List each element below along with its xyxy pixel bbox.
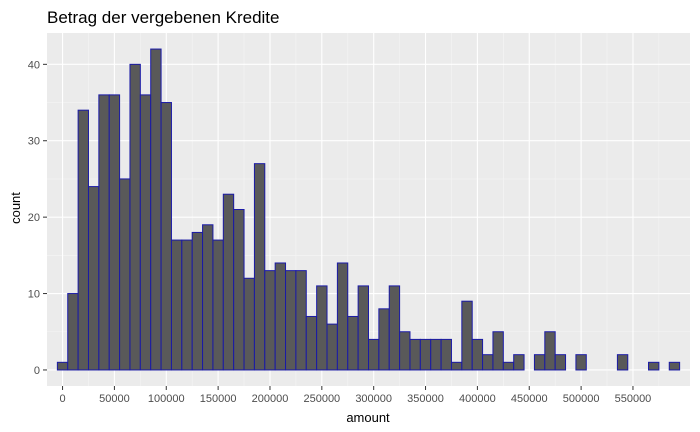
histogram-bar <box>129 63 141 371</box>
histogram-bar <box>430 338 442 371</box>
histogram-bar <box>533 354 546 371</box>
y-tick-label: 20 <box>28 212 40 224</box>
histogram-bar <box>170 239 183 371</box>
histogram-bar <box>253 163 266 371</box>
histogram-bar <box>274 262 287 371</box>
x-tick-label: 400000 <box>459 393 496 405</box>
histogram-bar <box>347 315 359 371</box>
histogram-bar <box>648 361 660 371</box>
y-axis: 0 10 20 30 40 <box>28 59 47 377</box>
histogram-bar <box>77 109 89 371</box>
histogram-bar <box>202 224 214 371</box>
histogram-bar <box>212 239 224 371</box>
histogram-bar <box>461 300 473 371</box>
histogram-bar <box>285 270 297 371</box>
x-tick-label: 250000 <box>303 393 340 405</box>
x-tick-label: 550000 <box>615 393 652 405</box>
histogram-bar <box>513 354 525 371</box>
histogram-bar <box>378 308 390 371</box>
y-tick-label: 0 <box>34 365 40 377</box>
histogram-bar <box>316 285 328 371</box>
histogram-bar <box>150 48 162 371</box>
histogram-bar <box>357 285 369 371</box>
histogram-bar <box>264 270 276 371</box>
x-axis-title: amount <box>346 410 390 425</box>
histogram-bar <box>368 338 380 371</box>
x-tick-label: 0 <box>59 393 65 405</box>
histogram-bar <box>554 354 567 371</box>
y-tick-label: 40 <box>28 59 40 71</box>
histogram-bar <box>575 354 587 371</box>
x-tick-label: 50000 <box>99 393 130 405</box>
x-tick-label: 100000 <box>148 393 185 405</box>
histogram-bar <box>295 270 307 371</box>
y-tick-label: 30 <box>28 136 40 148</box>
histogram-bar <box>160 102 172 371</box>
x-tick-label: 500000 <box>563 393 600 405</box>
chart-title: Betrag der vergebenen Kredite <box>47 8 280 27</box>
histogram-bar <box>305 315 318 371</box>
histogram-bar <box>181 239 193 371</box>
histogram-bar <box>67 293 79 371</box>
histogram-bar <box>87 186 100 371</box>
histogram-bar <box>222 193 235 371</box>
bars <box>56 48 681 371</box>
histogram-bar <box>482 354 494 371</box>
histogram-bar <box>233 209 245 371</box>
histogram-bar <box>492 331 504 371</box>
histogram-bar <box>502 361 515 371</box>
histogram-bar <box>616 354 629 371</box>
x-tick-label: 450000 <box>511 393 548 405</box>
histogram-bar <box>409 338 421 371</box>
histogram-bar <box>450 361 463 371</box>
x-axis: 0 50000 100000 150000 200000 250000 300000 3500… <box>59 386 651 405</box>
histogram-bar <box>119 178 131 371</box>
y-tick-label: 10 <box>28 289 40 301</box>
x-tick-label: 350000 <box>407 393 444 405</box>
y-axis-title: count <box>8 192 23 224</box>
histogram-bar <box>191 231 204 371</box>
x-tick-label: 150000 <box>200 393 237 405</box>
histogram-bar <box>471 338 484 371</box>
histogram-bar <box>243 277 255 371</box>
histogram-bar <box>108 94 121 371</box>
histogram-bar <box>139 94 152 371</box>
histogram-bar <box>98 94 110 371</box>
histogram-bar <box>326 323 338 371</box>
histogram-bar <box>399 331 411 371</box>
x-tick-label: 200000 <box>252 393 289 405</box>
x-tick-label: 300000 <box>355 393 392 405</box>
histogram-bar <box>668 361 681 371</box>
histogram-bar <box>419 338 432 371</box>
histogram-bar <box>440 338 452 371</box>
histogram-bar <box>544 331 556 371</box>
histogram-bar <box>56 361 69 371</box>
histogram-bar <box>336 262 349 371</box>
histogram-bar <box>388 285 401 371</box>
